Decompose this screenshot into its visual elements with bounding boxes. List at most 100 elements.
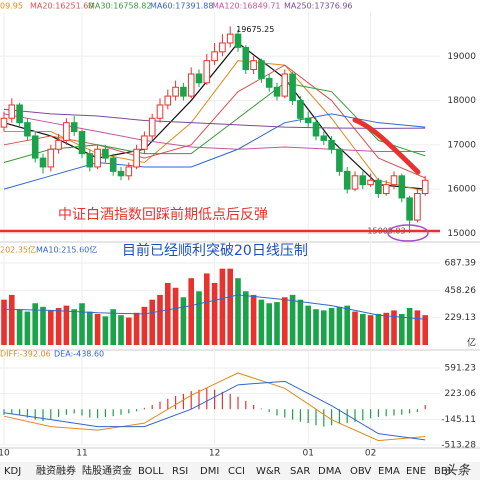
volume-bar [328,308,335,345]
volume-bar [282,297,288,345]
macd-tick-label: 591.23 [445,364,477,374]
candle-body [102,148,109,159]
tab[interactable]: SAR [290,466,310,477]
x-tick-label: 02 [365,449,376,459]
macd-tick-label: -145.11 [441,415,476,425]
volume-bar [9,294,15,345]
legend-entry: MA120:16849.71 [212,2,281,11]
candle-body [8,104,16,119]
legend-entry: MA250:17376.96 [284,2,353,11]
volume-bar [360,313,366,345]
x-tick-label: 11 [76,449,87,459]
volume-bar [55,308,62,345]
volume-bar [133,312,140,345]
candle-body [125,166,133,177]
volume-bar [48,310,54,345]
tab[interactable]: W&R [256,466,281,477]
candle-body [390,175,398,186]
candle-body [273,86,281,97]
x-tick-label: 10 [0,449,10,459]
volume-bar [110,309,116,345]
candle-body [117,170,125,177]
candle-body [250,60,257,71]
candle-body [320,135,328,141]
volume-bar [87,311,93,345]
volume-bar [391,310,397,345]
candle-body [281,73,289,97]
volume-bar [352,311,358,345]
ma-line [3,108,426,129]
tab[interactable]: 陆股通资金 [82,464,132,477]
tab[interactable]: DMA [318,466,341,477]
volume-bar [188,278,194,345]
candle-body [304,117,312,124]
candle-body [375,179,382,195]
x-tick-label: 12 [209,449,220,459]
candle-body [328,139,335,150]
candle-body [55,139,62,150]
tab[interactable]: DMI [200,466,219,477]
price-tick-label: 16000 [447,185,476,195]
annotation-red: 中证白酒指数回踩前期低点后反弹 [58,206,268,223]
volume-bar [126,317,132,345]
tab-bar [0,462,480,480]
candle-body [94,148,101,168]
tab[interactable]: OBV [350,466,371,477]
legend-entry: MA30:16758.82 [88,2,151,11]
candle-body [336,148,343,172]
candle-body [219,42,226,53]
candle-body [421,179,429,195]
volume-bar [227,268,233,345]
legend-entry: MA20:16251.60 [30,2,93,11]
volume-bar [289,294,296,345]
candle-body [141,135,148,150]
volume-legend: 202.35亿 [0,245,36,255]
volume-bar [305,305,311,345]
macd-tick-label: -513.28 [441,441,476,451]
candle-body [70,122,78,133]
volume-bar [196,291,202,345]
candle-body [351,175,359,190]
volume-bar [118,315,124,345]
volume-bar [71,309,77,345]
tab[interactable]: KDJ [4,466,21,477]
candle-body [39,157,47,168]
price-tick-label: 15000 [447,229,476,239]
volume-tick-label: 229.13 [445,313,477,323]
volume-unit: 亿 [467,337,476,349]
volume-bar [24,311,31,345]
tab[interactable]: RSI [172,466,188,477]
volume-bar [344,305,350,345]
volume-bar [235,278,241,345]
candle-body [148,117,156,137]
tab[interactable]: BBI [434,466,451,477]
volume-legend: MA10:215.60亿 [36,245,97,255]
volume-bar [63,305,70,345]
volume-bar [165,282,171,345]
tab[interactable]: 融资融券 [36,464,76,477]
candle-body [31,135,39,159]
ma-line [3,82,426,164]
candle-body [343,170,351,190]
volume-bar [375,313,382,345]
legend-entry: 09.95 [0,2,23,11]
volume-bar [399,313,405,345]
macd-legend: DEA:-438.60 [54,350,104,359]
tab[interactable]: CCI [228,466,245,477]
ma-line [4,60,426,192]
candle-body [226,33,234,44]
volume-bar [40,306,46,345]
volume-bar [211,282,218,345]
candle-body [242,46,250,71]
tab[interactable]: ENE [406,466,426,477]
volume-bar [219,268,226,345]
volume-bar [414,310,421,345]
low-circle [387,224,429,242]
volume-bar [383,312,389,345]
tab[interactable]: BOLL [138,466,164,477]
tab[interactable]: EMA [378,466,400,477]
macd-legend: DIFF:-392.06 [0,350,51,359]
volume-bar [157,294,163,345]
